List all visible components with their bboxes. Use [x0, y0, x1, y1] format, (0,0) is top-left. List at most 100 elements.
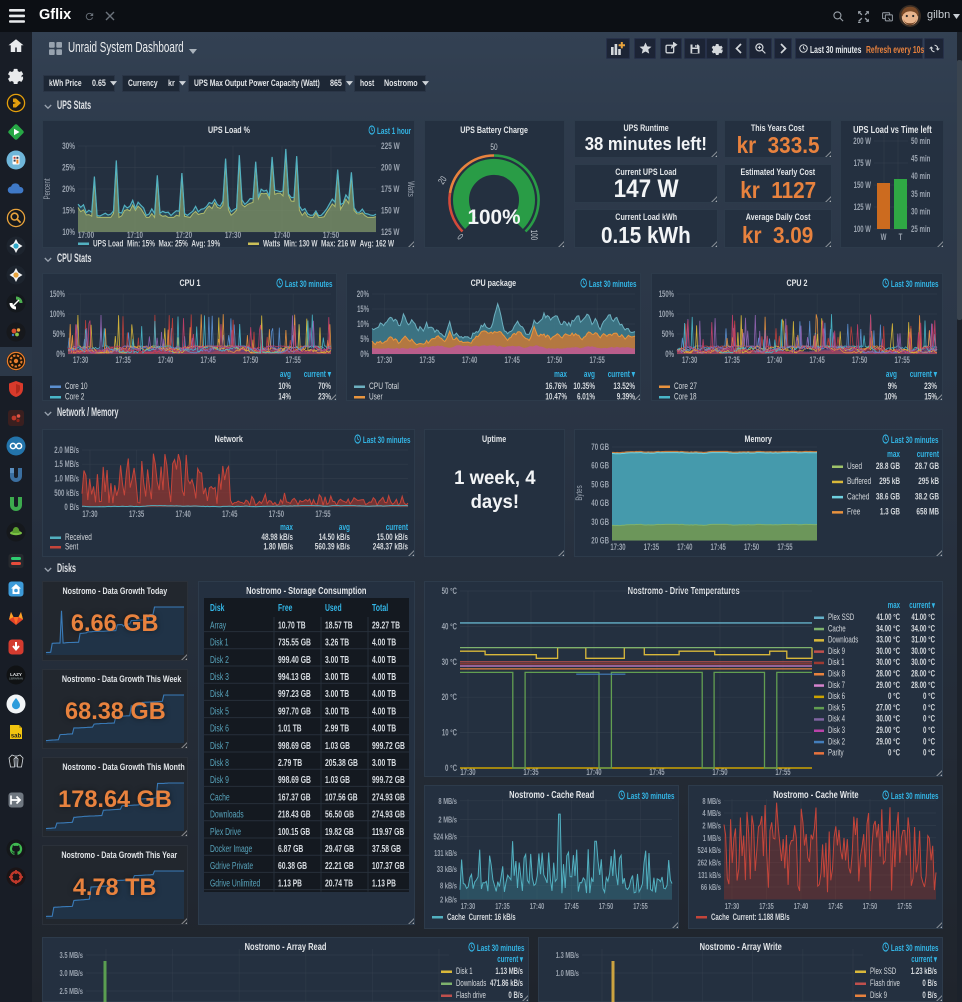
svg-text:17:45: 17:45 — [505, 355, 520, 365]
svg-text:17:45: 17:45 — [222, 509, 237, 519]
svg-text:2.5 MB/s: 2.5 MB/s — [60, 986, 84, 996]
svg-text:17:30: 17:30 — [682, 355, 697, 365]
svg-text:User: User — [369, 392, 383, 402]
svg-text:17:20: 17:20 — [176, 230, 192, 241]
svg-text:9%: 9% — [888, 381, 898, 392]
svg-text:current ▾: current ▾ — [910, 369, 938, 380]
svg-text:sab: sab — [11, 734, 22, 740]
svg-text:500 kB/s: 500 kB/s — [54, 488, 79, 498]
svg-text:295 kB: 295 kB — [918, 476, 939, 487]
svg-text:295 kB: 295 kB — [879, 476, 900, 487]
svg-text:998.69 GB: 998.69 GB — [278, 775, 311, 786]
svg-text:3.00 TB: 3.00 TB — [325, 655, 349, 666]
svg-text:2 kB/s: 2 kB/s — [440, 895, 457, 905]
svg-text:Plex SSD: Plex SSD — [870, 966, 897, 976]
svg-text:248.37 kB/s: 248.37 kB/s — [373, 542, 408, 553]
svg-text:40 °C: 40 °C — [442, 621, 458, 631]
svg-text:1.01 TB: 1.01 TB — [278, 724, 302, 735]
svg-text:998.69 GB: 998.69 GB — [278, 741, 311, 752]
svg-text:20%: 20% — [62, 184, 75, 195]
svg-text:471.86 kB/s: 471.86 kB/s — [490, 978, 523, 988]
svg-text:Core 10: Core 10 — [65, 381, 88, 392]
svg-text:225 W: 225 W — [381, 141, 400, 152]
svg-text:29.00 °C: 29.00 °C — [876, 725, 900, 735]
svg-text:0 °C: 0 °C — [923, 748, 935, 758]
svg-text:150%: 150% — [659, 289, 674, 299]
svg-text:30.00 °C: 30.00 °C — [911, 646, 935, 656]
svg-text:30.00 °C: 30.00 °C — [876, 714, 900, 724]
svg-text:107.56 GB: 107.56 GB — [325, 792, 358, 803]
svg-text:30.00 °C: 30.00 °C — [911, 657, 935, 667]
svg-text:Disk 8: Disk 8 — [828, 669, 845, 679]
svg-text:19.82 GB: 19.82 GB — [325, 827, 354, 838]
svg-text:100%: 100% — [468, 205, 521, 229]
svg-text:Downloads: Downloads — [456, 978, 487, 988]
svg-text:28.00 °C: 28.00 °C — [911, 669, 935, 679]
svg-text:0 B/s: 0 B/s — [64, 502, 79, 512]
svg-text:Disk 6: Disk 6 — [210, 724, 229, 735]
svg-text:17:30: 17:30 — [610, 542, 625, 552]
svg-text:17:55: 17:55 — [897, 901, 912, 911]
svg-text:Docker Image: Docker Image — [210, 844, 253, 855]
svg-text:100: 100 — [528, 230, 539, 241]
svg-text:20.74 TB: 20.74 TB — [325, 878, 353, 889]
svg-text:20 °C: 20 °C — [442, 692, 458, 702]
svg-text:167.37 GB: 167.37 GB — [278, 792, 311, 803]
svg-text:999.72 GB: 999.72 GB — [372, 741, 405, 752]
svg-text:0 °C: 0 °C — [923, 725, 935, 735]
svg-text:0 B/s: 0 B/s — [922, 978, 937, 988]
svg-text:avg: avg — [339, 522, 350, 533]
svg-text:4 MB/s: 4 MB/s — [702, 808, 721, 818]
svg-text:2.0 MB/s: 2.0 MB/s — [54, 445, 79, 455]
svg-text:997.70 GB: 997.70 GB — [278, 706, 311, 717]
svg-text:17:35: 17:35 — [759, 901, 774, 911]
svg-text:current ▾: current ▾ — [497, 954, 523, 964]
svg-text:17:45: 17:45 — [711, 542, 726, 552]
svg-text:17:40: 17:40 — [677, 542, 692, 552]
svg-text:1.03 GB: 1.03 GB — [325, 741, 350, 752]
svg-text:Used: Used — [847, 461, 862, 472]
svg-text:150 W: 150 W — [381, 206, 399, 217]
svg-text:Used: Used — [325, 603, 342, 614]
svg-text:56.50 GB: 56.50 GB — [325, 810, 354, 821]
svg-text:17:40: 17:40 — [462, 355, 477, 365]
svg-text:2 MB/s: 2 MB/s — [702, 820, 721, 830]
svg-text:Plex SSD: Plex SSD — [828, 612, 855, 622]
svg-text:999.72 GB: 999.72 GB — [372, 775, 405, 786]
svg-text:Core 2: Core 2 — [65, 392, 84, 402]
svg-text:10%: 10% — [278, 381, 291, 392]
svg-text:50%: 50% — [53, 329, 65, 339]
svg-text:28.8 GB: 28.8 GB — [876, 461, 900, 472]
svg-text:0 °C: 0 °C — [923, 702, 935, 712]
svg-text:W: W — [881, 232, 887, 242]
svg-text:UPS Load Min: 15% Max: 25%: UPS Load Min: 15% Max: 25% Avg: 19% — [93, 239, 221, 249]
svg-text:0 °C: 0 °C — [923, 736, 935, 746]
svg-text:Disk 1: Disk 1 — [828, 657, 845, 667]
svg-text:524 kB/s: 524 kB/s — [434, 831, 458, 841]
svg-text:current ▾: current ▾ — [608, 369, 636, 380]
svg-text:218.43 GB: 218.43 GB — [278, 810, 311, 821]
svg-text:17:30: 17:30 — [225, 230, 241, 241]
svg-text:17:40: 17:40 — [794, 901, 809, 911]
svg-text:0 °C: 0 °C — [923, 691, 935, 701]
svg-text:4.00 TB: 4.00 TB — [372, 706, 396, 717]
svg-text:Cached: Cached — [847, 491, 869, 502]
svg-text:Disk 4: Disk 4 — [828, 714, 845, 724]
svg-text:45 min: 45 min — [911, 154, 930, 164]
svg-text:4.00 TB: 4.00 TB — [372, 689, 396, 700]
svg-text:17:50: 17:50 — [863, 901, 878, 911]
svg-text:LAZY: LAZY — [10, 672, 22, 677]
svg-text:27.00 °C: 27.00 °C — [876, 702, 900, 712]
svg-text:17:55: 17:55 — [895, 355, 910, 365]
svg-text:17:40: 17:40 — [158, 355, 173, 365]
svg-text:70 GB: 70 GB — [591, 442, 609, 452]
svg-text:262 kB/s: 262 kB/s — [698, 858, 722, 868]
svg-text:17:55: 17:55 — [315, 509, 330, 519]
svg-text:17:45: 17:45 — [201, 355, 216, 365]
svg-text:17:40: 17:40 — [530, 901, 545, 911]
svg-text:17:30: 17:30 — [377, 355, 392, 365]
svg-text:0: 0 — [455, 232, 465, 242]
svg-text:3.00 TB: 3.00 TB — [325, 706, 349, 717]
svg-text:50 GB: 50 GB — [591, 479, 609, 489]
svg-text:999.40 GB: 999.40 GB — [278, 655, 311, 666]
